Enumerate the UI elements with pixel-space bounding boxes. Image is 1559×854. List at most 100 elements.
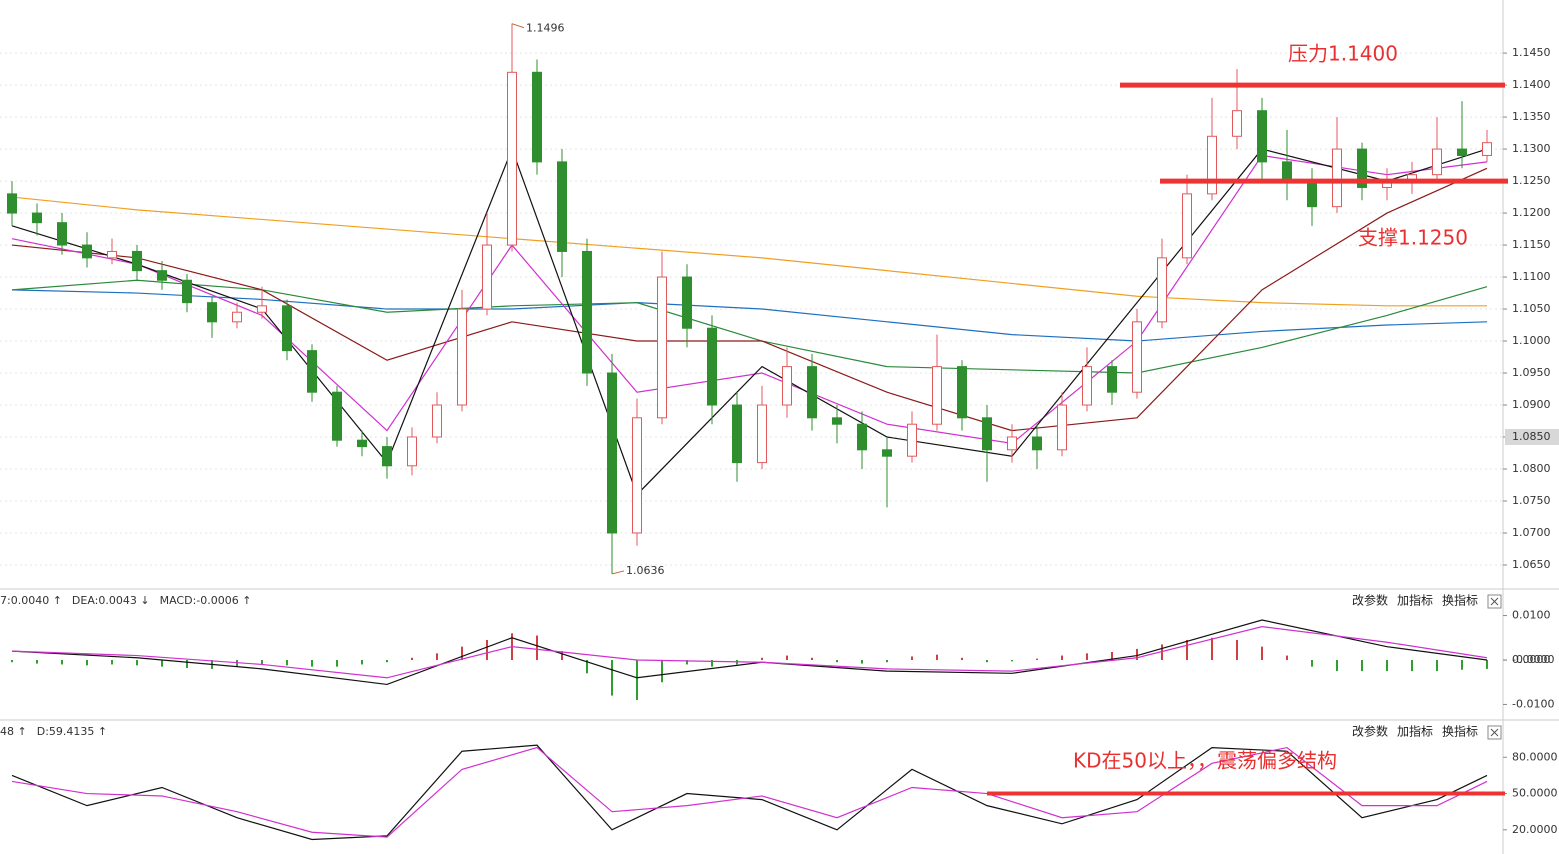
indicator-line [11,746,1488,838]
candle-body [57,222,67,246]
level-annotation: 压力1.1400 [1288,42,1398,66]
candle-body [1257,110,1267,163]
candle-body [657,276,667,419]
candle-body [507,71,517,246]
y-tick-label: 50.0000 [1512,787,1558,800]
y-tick-label: -0.0000 [1512,653,1554,666]
candle-body [1207,135,1217,195]
y-tick-label: 1.1300 [1512,142,1551,155]
y-tick-label: 1.0950 [1512,366,1551,379]
candle-body [1157,257,1167,323]
candle-body [1007,436,1017,451]
pane-button[interactable]: 改参数 [1352,724,1388,739]
close-button[interactable] [1487,725,1502,740]
y-tick-label: 1.1150 [1512,238,1551,251]
y-tick-label: 20.0000 [1512,823,1558,836]
candle-body [1282,161,1292,182]
candle-body [1482,142,1492,156]
candle-body [332,391,342,441]
candle-body [582,250,592,374]
indicator-value: D:59.4135 ↑ [37,725,107,738]
candle-body [732,404,742,464]
candle-body [982,417,992,451]
y-tick-label: 1.0900 [1512,398,1551,411]
candle-body [282,305,292,352]
candle-body [832,417,842,425]
pane-button[interactable]: 换指标 [1442,724,1478,739]
y-tick-label: 1.1450 [1512,46,1551,59]
candle-body [882,449,892,457]
indicator-line [11,626,1488,679]
candle-body [357,439,367,448]
candle-body [82,244,92,259]
candle-body [1307,180,1317,208]
candle-body [607,372,617,534]
y-tick-label: 1.1050 [1512,302,1551,315]
y-tick-label: 0.0000 [1512,653,1551,666]
indicator-value: DEA:0.0043 ↓ [72,594,150,607]
candle-body [1182,193,1192,259]
candle-body [807,366,817,419]
candle-body [932,366,942,425]
candle-body [1132,321,1142,393]
y-tick-label: 1.0650 [1512,558,1551,571]
candle-body [857,423,867,451]
candle-body [707,327,717,406]
high-label: 1.1496 [526,22,565,35]
y-tick-label: -0.0100 [1512,697,1554,710]
candle-body [32,212,42,224]
pane-button[interactable]: 换指标 [1442,593,1478,608]
candle-body [1057,404,1067,451]
candle-body [157,270,167,281]
candle-body [557,161,567,252]
candle-body [1457,148,1467,156]
y-tick-label: 1.1200 [1512,206,1551,219]
candle-body [432,404,442,438]
candle-body [7,193,17,214]
candle-body [682,276,692,329]
candle-body [532,71,542,163]
candle-body [232,311,242,323]
pane-button[interactable]: 加指标 [1397,724,1433,739]
candle-body [307,350,317,393]
candle-body [757,404,767,464]
level-annotation: 支撑1.1250 [1358,226,1468,250]
candle-body [957,366,967,419]
candle-body [907,423,917,457]
candle-body [1082,366,1092,406]
candle-body [1432,148,1442,176]
candle-body [782,366,792,406]
candle-body [1232,110,1242,137]
candle-body [482,244,492,310]
close-button[interactable] [1487,594,1502,609]
indicator-value: 7:0.0040 ↑ [0,594,62,607]
y-tick-label: 80.0000 [1512,750,1558,763]
candle-body [107,250,117,259]
candle-body [132,250,142,272]
y-tick-label: 1.1100 [1512,270,1551,283]
y-tick-label: 1.1350 [1512,110,1551,123]
y-tick-label: 1.1400 [1512,78,1551,91]
candle-body [182,279,192,304]
pane-button[interactable]: 加指标 [1397,593,1433,608]
y-tick-label: 1.0700 [1512,526,1551,539]
candle-body [382,446,392,467]
price-marker-label: 1.0850 [1512,430,1551,443]
candle-body [257,305,267,313]
low-label: 1.0636 [626,564,665,577]
candle-body [1107,366,1117,393]
kd-annotation: KD在50以上，，震荡偏多结构 [1073,749,1337,773]
candle-body [1032,436,1042,451]
y-tick-label: 0.0100 [1512,609,1551,622]
y-tick-label: 1.0750 [1512,494,1551,507]
candle-body [407,436,417,467]
candle-body [632,417,642,534]
pane-button[interactable]: 改参数 [1352,593,1388,608]
y-tick-label: 1.0800 [1512,462,1551,475]
extreme-pointer [511,23,525,29]
y-tick-label: 1.1250 [1512,174,1551,187]
candle-body [207,302,217,323]
indicator-value: 48 ↑ [0,725,27,738]
